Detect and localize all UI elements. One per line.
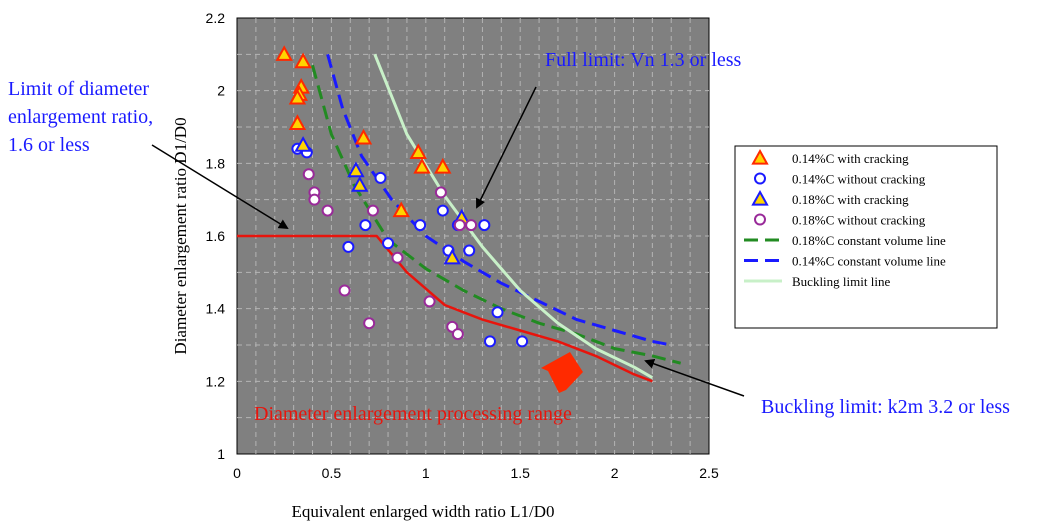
legend-entry-label: 0.14%C with cracking [792,151,909,166]
data-point [463,244,476,257]
data-point [294,136,312,152]
data-point [443,248,461,265]
diameter-limit-arrow [151,144,289,230]
data-point [434,186,447,199]
annotation-full-limit: Full limit: Vn 1.3 or less [545,49,742,71]
full-limit-arrow [476,86,537,209]
data-point [382,237,395,250]
data-point [288,114,307,130]
data-point [478,219,491,232]
data-point [483,335,496,348]
data-point [423,295,436,308]
y-tick-label: 1 [217,446,225,462]
x-tick-label: 1 [422,465,430,481]
processing-range-arrow-icon [541,352,583,393]
data-point [359,219,372,232]
data-point [392,201,410,218]
legend-entry-label: 0.18%C constant volume line [792,233,946,248]
axis-ticks: 0 0.5 1 1.5 2 2.5 1 1.2 1.4 1.6 1.8 2 2.2 [206,10,719,481]
legend-entry-label: 0.14%C without cracking [792,172,926,187]
y-tick-label: 1.6 [206,228,226,244]
data-point [465,219,478,232]
annotation-buckling-limit: Buckling limit: k2m 3.2 or less [761,396,1010,418]
data-point [351,176,369,192]
x-tick-label: 2.5 [699,465,719,481]
x-tick-label: 0.5 [322,465,342,481]
data-point [363,317,376,330]
data-point [338,284,351,297]
annotation-diameter-limit-line3: 1.6 or less [8,134,90,156]
x-tick-label: 2 [611,465,619,481]
legend-entry-label: 0.14%C constant volume line [792,254,946,269]
data-points [275,45,529,348]
legend-box [734,145,998,329]
x-axis-label: Equivalent enlarged width ratio L1/D0 [291,502,554,521]
y-tick-label: 1.8 [206,155,226,171]
x-tick-label: 0 [233,465,241,481]
data-point [414,219,427,232]
data-point [302,168,315,181]
legend-marker [754,172,766,185]
data-point [354,128,373,145]
data-point [436,204,449,217]
data-point [308,193,321,206]
legend-marker [751,189,769,206]
data-point [451,328,464,341]
data-point [342,240,355,253]
data-point [366,204,379,217]
legend-entry-label: 0.18%C with cracking [792,192,909,207]
data-point [275,45,293,61]
annotation-processing-range: Diameter enlargement processing range [254,403,572,425]
data-point [391,251,404,264]
series-line [237,234,653,383]
legend-marker [754,213,766,226]
data-point [491,306,504,319]
data-point [294,52,312,69]
y-axis-label: Diameter enlargement ratio D1/D0 [171,117,190,354]
buckling-limit-arrow [644,358,745,397]
data-point [434,157,452,174]
x-tick-label: 1.5 [510,465,530,481]
legend-marker [751,148,769,165]
y-tick-label: 1.4 [206,301,226,317]
annotation-diameter-limit-line2: enlargement ratio, [8,106,153,128]
y-tick-label: 2 [217,83,225,99]
data-point [453,219,466,232]
series-line [326,53,672,347]
data-point [321,204,334,217]
data-point [288,88,307,105]
data-point [516,335,529,348]
data-point [347,161,365,178]
legend: 0.14%C with cracking 0.14%C without crack… [734,145,998,329]
y-tick-label: 2.2 [206,10,226,26]
y-tick-label: 1.2 [206,373,226,389]
data-point [409,143,427,160]
data-point [413,157,431,174]
data-point [374,171,387,184]
legend-entry-label: 0.18%C without cracking [792,213,926,228]
legend-entry-label: Buckling limit line [792,274,890,289]
annotation-diameter-limit-line1: Limit of diameter [8,78,149,100]
